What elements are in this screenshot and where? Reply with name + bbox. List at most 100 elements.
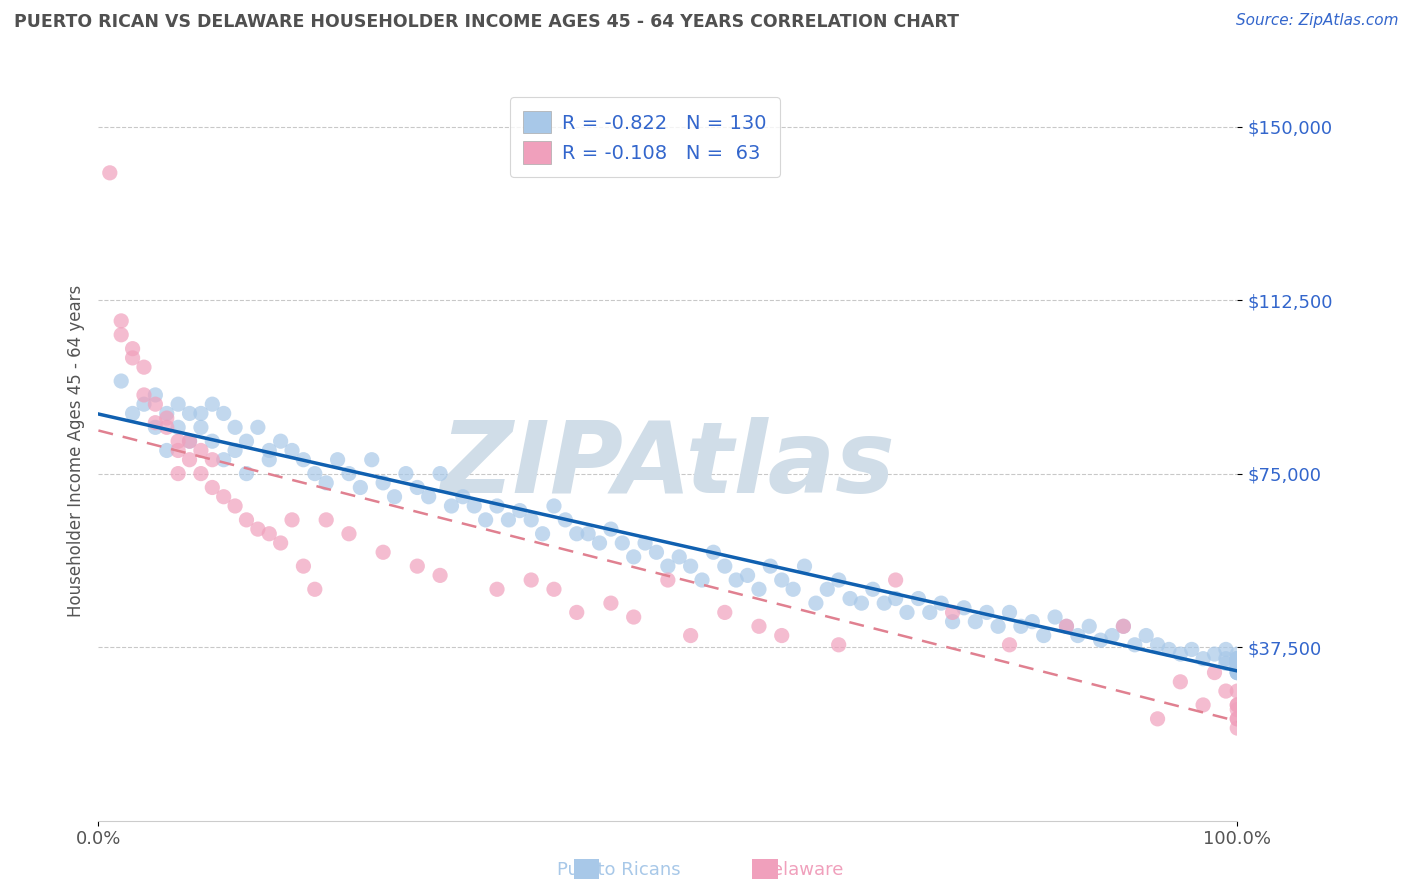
Point (1010, 619, 1032, 633)
Point (190, 420, 212, 434)
Point (1226, 661, 1249, 675)
Point (110, 327, 132, 342)
Point (1226, 661, 1249, 675)
Point (862, 582, 884, 597)
Point (657, 559, 679, 574)
Point (179, 452, 201, 467)
Point (520, 573, 543, 587)
Point (600, 596, 623, 610)
Point (1226, 651, 1249, 665)
Point (212, 407, 235, 421)
Point (1226, 665, 1249, 680)
Point (1226, 661, 1249, 675)
Point (929, 596, 952, 610)
Point (657, 573, 679, 587)
Text: PUERTO RICAN VS DELAWARE HOUSEHOLDER INCOME AGES 45 - 64 YEARS CORRELATION CHART: PUERTO RICAN VS DELAWARE HOUSEHOLDER INC… (14, 13, 959, 31)
Point (770, 628, 793, 642)
Point (1112, 619, 1135, 633)
Point (1226, 647, 1249, 661)
Point (145, 420, 167, 434)
Point (1067, 628, 1090, 642)
Point (1090, 633, 1112, 648)
Point (942, 606, 965, 620)
Point (167, 420, 190, 434)
Point (976, 606, 998, 620)
Point (1226, 657, 1249, 671)
Point (406, 559, 429, 574)
Point (1215, 657, 1237, 671)
Point (1192, 698, 1215, 712)
Point (1146, 638, 1168, 652)
Point (953, 600, 976, 615)
Point (246, 420, 269, 434)
Point (474, 513, 496, 527)
Point (212, 490, 235, 504)
Point (190, 467, 212, 481)
Text: Delaware: Delaware (759, 861, 844, 879)
Point (804, 596, 827, 610)
Point (668, 549, 690, 564)
Point (281, 513, 304, 527)
Point (418, 490, 440, 504)
Point (851, 596, 873, 610)
Point (1170, 647, 1192, 661)
Point (896, 606, 918, 620)
Point (679, 628, 702, 642)
Point (645, 545, 668, 559)
Y-axis label: Householder Income Ages 45 - 64 years: Householder Income Ages 45 - 64 years (66, 285, 84, 616)
Point (259, 526, 281, 541)
Point (714, 606, 737, 620)
Point (224, 420, 246, 434)
Point (212, 452, 235, 467)
Point (179, 407, 201, 421)
Point (1021, 615, 1043, 629)
Point (1226, 661, 1249, 675)
Point (623, 610, 645, 624)
Point (1226, 698, 1249, 712)
Point (337, 467, 360, 481)
Point (1215, 642, 1237, 657)
Point (167, 467, 190, 481)
Point (1226, 665, 1249, 680)
Point (531, 526, 554, 541)
Point (815, 582, 838, 597)
Point (690, 573, 713, 587)
Point (679, 559, 702, 574)
Point (292, 452, 315, 467)
Point (1226, 684, 1249, 698)
Point (121, 351, 143, 365)
Point (1226, 712, 1249, 726)
Point (725, 573, 748, 587)
Point (132, 397, 155, 411)
Point (1078, 619, 1101, 633)
Point (429, 568, 451, 582)
Point (110, 374, 132, 388)
Point (315, 513, 337, 527)
Point (145, 416, 167, 430)
Point (201, 480, 224, 494)
Point (1226, 698, 1249, 712)
Point (612, 536, 634, 550)
Point (793, 559, 815, 574)
Point (167, 434, 190, 449)
Point (384, 490, 406, 504)
Text: Source: ZipAtlas.com: Source: ZipAtlas.com (1236, 13, 1399, 29)
Point (371, 475, 394, 490)
Point (486, 582, 509, 597)
Point (337, 526, 360, 541)
Point (1056, 619, 1078, 633)
Point (156, 443, 179, 458)
Point (828, 638, 851, 652)
Point (440, 499, 463, 513)
Point (179, 434, 201, 449)
Point (190, 443, 212, 458)
Point (1226, 661, 1249, 675)
Point (270, 434, 292, 449)
Point (360, 452, 382, 467)
Point (884, 573, 907, 587)
Point (1226, 703, 1249, 717)
Point (463, 499, 485, 513)
Point (1226, 712, 1249, 726)
Point (1226, 651, 1249, 665)
Point (315, 475, 337, 490)
